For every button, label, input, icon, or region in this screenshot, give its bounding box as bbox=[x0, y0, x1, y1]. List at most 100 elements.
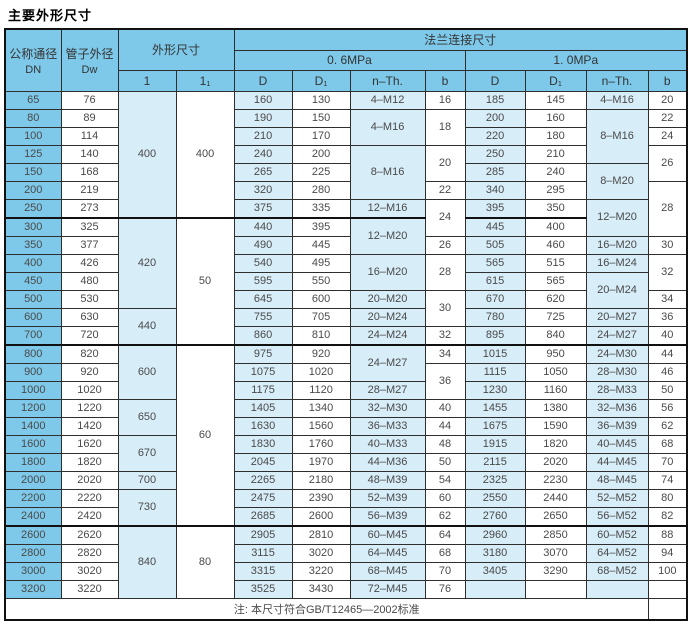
table-row: 2600 2620 840 80 2905 2810 60–M45 64 2960 2850 60–… bbox=[4, 524, 688, 599]
cell-d10: 1455 bbox=[464, 398, 526, 418]
footnote-empty-cell bbox=[647, 597, 688, 621]
cell-b10: 44 bbox=[647, 343, 688, 364]
cell-d110: 2440 bbox=[524, 488, 587, 508]
cell-n06: 36–M33 bbox=[349, 416, 426, 436]
cell-dn: 700 bbox=[4, 325, 62, 345]
cell-d106: 1020 bbox=[291, 362, 351, 382]
cell-d106: 335 bbox=[291, 198, 351, 218]
cell-dn: 500 bbox=[4, 289, 62, 309]
cell-dn: 2200 bbox=[4, 488, 62, 508]
table-row: 100 114 210 170 220 180 24 bbox=[4, 126, 688, 146]
cell-n10: 24–M27 bbox=[585, 325, 649, 345]
cell-dn: 2600 bbox=[4, 524, 62, 545]
cell-dw: 920 bbox=[60, 362, 119, 382]
cell-d06: 490 bbox=[233, 235, 293, 255]
cell-n10: 4–M16 bbox=[585, 90, 649, 110]
cell-b10: 32 bbox=[647, 253, 688, 291]
cell-dw: 426 bbox=[60, 253, 119, 273]
cell-dn: 350 bbox=[4, 235, 62, 255]
cell-dn: 450 bbox=[4, 271, 62, 291]
cell-b10: 82 bbox=[647, 506, 688, 526]
table-row: 800 820 600 60 975 920 24–M27 34 1015 950 24–M30 44 bbox=[4, 343, 688, 526]
cell-d106: 1760 bbox=[291, 434, 351, 454]
cell-dn: 100 bbox=[4, 126, 62, 146]
table-row: 1400 1420 1630 1560 36–M33 44 1675 1590 36–M39 62 bbox=[4, 416, 688, 436]
cell-dn: 1600 bbox=[4, 434, 62, 454]
cell-dn: 2400 bbox=[4, 506, 62, 526]
cell-n10: 12–M20 bbox=[585, 198, 649, 237]
header-dn: 公称通径 DN bbox=[4, 28, 62, 92]
cell-dw: 530 bbox=[60, 289, 119, 309]
table-row: 200 219 320 280 22 340 295 28 bbox=[4, 180, 688, 237]
cell-d110: 515 bbox=[524, 253, 587, 273]
table-row: 80 89 190 150 4–M16 18 200 160 8–M16 22 bbox=[4, 108, 688, 164]
cell-n06: 24–M24 bbox=[349, 325, 426, 345]
cell-d106: 225 bbox=[291, 162, 351, 182]
cell-dw: 720 bbox=[60, 325, 119, 345]
cell-dw: 2220 bbox=[60, 488, 119, 508]
cell-dw: 1820 bbox=[60, 452, 119, 472]
cell-b10: 80 bbox=[647, 488, 688, 508]
cell-dn: 800 bbox=[4, 343, 62, 364]
cell-dw: 2620 bbox=[60, 524, 119, 545]
cell-d110: 1590 bbox=[524, 416, 587, 436]
cell-d110: 725 bbox=[524, 307, 587, 327]
cell-n06: 4–M12 bbox=[349, 90, 426, 110]
cell-b06: 64 bbox=[424, 524, 466, 545]
cell-d10: 2760 bbox=[464, 506, 526, 526]
cell-d106: 170 bbox=[291, 126, 351, 146]
cell-d10: 895 bbox=[464, 325, 526, 345]
header-col-d1-10: D₁ bbox=[524, 69, 587, 92]
cell-b06: 36 bbox=[424, 362, 466, 400]
cell-d06: 755 bbox=[233, 307, 293, 327]
cell-d10: 615 bbox=[464, 271, 526, 291]
cell-d106: 3020 bbox=[291, 543, 351, 563]
cell-b06: 32 bbox=[424, 325, 466, 345]
cell-d10: 2550 bbox=[464, 488, 526, 508]
cell-l: 840 bbox=[117, 524, 177, 599]
cell-d10: 220 bbox=[464, 126, 526, 146]
cell-n10: 20–M27 bbox=[585, 307, 649, 327]
cell-l: 420 bbox=[117, 216, 177, 309]
cell-dn: 400 bbox=[4, 253, 62, 273]
table-row: 1200 1220 650 1405 1340 32–M30 40 1455 1380 32–M3… bbox=[4, 398, 688, 436]
cell-l: 440 bbox=[117, 307, 177, 345]
cell-d106: 1970 bbox=[291, 452, 351, 472]
cell-b10: 22 bbox=[647, 108, 688, 128]
cell-d106: 3220 bbox=[291, 561, 351, 581]
cell-dn: 1200 bbox=[4, 398, 62, 418]
cell-dw: 2420 bbox=[60, 506, 119, 526]
table-row: 450 480 595 550 615 565 20–M24 bbox=[4, 271, 687, 309]
cell-d106: 1340 bbox=[291, 398, 351, 418]
cell-d10: 3405 bbox=[464, 561, 526, 581]
cell-d06: 2045 bbox=[233, 452, 293, 472]
cell-d110: 145 bbox=[524, 90, 587, 110]
cell-b06: 76 bbox=[424, 579, 466, 599]
table-row: 1000 1020 1175 1120 28–M27 1230 1160 28–M33 50 bbox=[4, 380, 688, 400]
cell-dn: 1000 bbox=[4, 380, 62, 400]
cell-d10: 250 bbox=[464, 144, 526, 164]
cell-d06: 645 bbox=[233, 289, 293, 309]
cell-d106: 395 bbox=[291, 216, 351, 237]
cell-d110: 2650 bbox=[524, 506, 587, 526]
cell-n10: 8–M16 bbox=[585, 108, 649, 164]
cell-d06: 1175 bbox=[233, 380, 293, 400]
header-col-b-10: b bbox=[647, 69, 688, 92]
cell-dw: 480 bbox=[60, 271, 119, 291]
table-row: 65 76 400 400 160 130 4–M12 16 185 145 4–M16 20 bbox=[4, 90, 688, 218]
table-body: 65 76 400 400 160 130 4–M12 16 185 145 4–M16 20 80 89… bbox=[4, 90, 688, 599]
cell-d110: 460 bbox=[524, 235, 587, 255]
cell-d10: 505 bbox=[464, 235, 526, 255]
cell-d106: 920 bbox=[291, 343, 351, 364]
cell-n10: 48–M45 bbox=[585, 470, 649, 490]
table-row: 2800 2820 3115 3020 64–M45 68 3180 3070 64–M52 94 bbox=[4, 543, 688, 563]
cell-b06: 26 bbox=[424, 235, 466, 255]
header-col-d-10: D bbox=[464, 69, 526, 92]
cell-n10: 44–M45 bbox=[585, 452, 649, 472]
table-row: 350 377 490 445 26 505 460 16–M20 30 bbox=[4, 235, 688, 255]
cell-b06: 24 bbox=[424, 198, 466, 237]
cell-b10: 26 bbox=[647, 144, 688, 182]
cell-dn: 3000 bbox=[4, 561, 62, 581]
cell-d06: 210 bbox=[233, 126, 293, 146]
table-row: 125 140 240 200 8–M16 20 250 210 26 bbox=[4, 144, 688, 200]
